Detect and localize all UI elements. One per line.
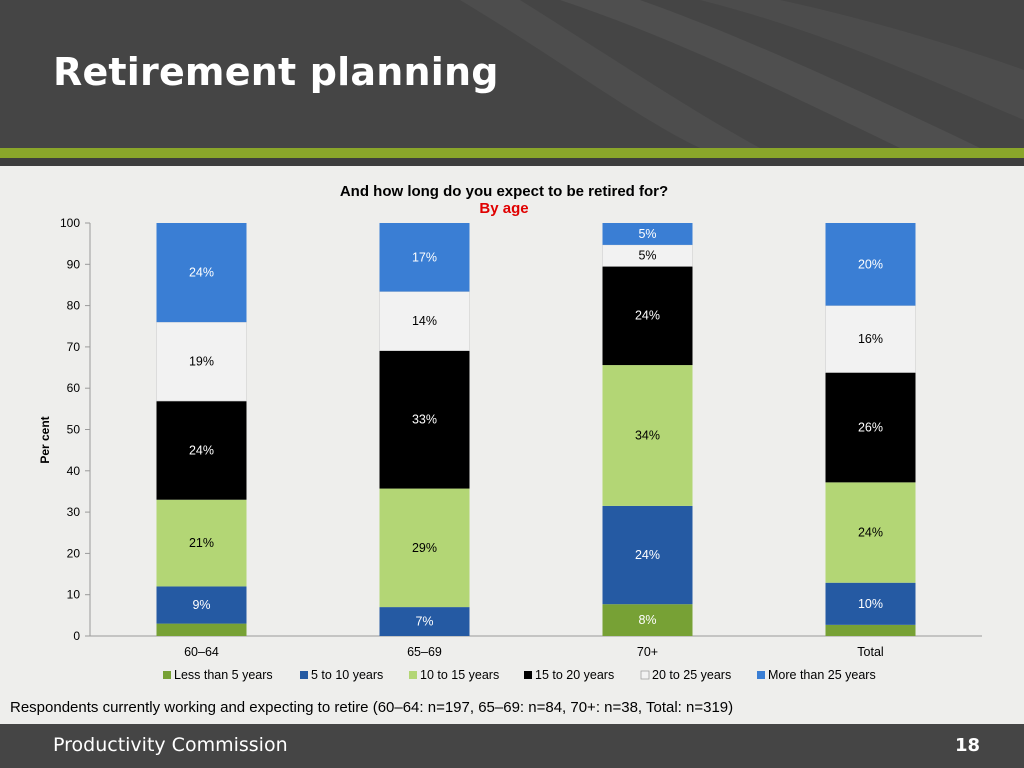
accent-bar [0,148,1024,158]
bar-segment [156,223,247,323]
bar-segment [825,223,916,306]
legend-label: 10 to 15 years [420,668,499,682]
footnote: Respondents currently working and expect… [10,699,734,716]
bar-segment [825,372,916,483]
footer-organization: Productivity Commission [53,734,288,756]
y-tick-label: 20 [67,546,81,560]
legend-label: 5 to 10 years [311,668,383,682]
legend-label: More than 25 years [768,668,876,682]
page-number: 18 [954,735,980,756]
bar-segment [825,305,916,373]
data-label: 7% [415,615,433,629]
data-label: 24% [635,309,660,323]
bar-segment [379,350,470,489]
bar-segment [156,401,247,500]
plot-area: 0 10 20 30 40 50 60 70 80 90 100 9% 21% 24% 19% 24% 60–6… [60,216,982,659]
bar-segment [602,244,693,267]
data-label: 34% [635,428,660,442]
data-label: 5% [638,249,656,263]
bar-segment [825,624,916,636]
y-tick-label: 0 [73,629,80,643]
chart-title: And how long do you expect to be retired… [340,183,668,200]
x-tick-label: 70+ [637,645,658,659]
y-tick-label: 30 [67,505,81,519]
stacked-bar-chart: And how long do you expect to be retired… [38,183,982,682]
data-label: 17% [412,250,437,264]
bar-segment [602,365,693,506]
bar-segment [156,623,247,636]
bar-segment [156,499,247,587]
data-label: 19% [189,355,214,369]
bar-segment [602,266,693,366]
data-label: 8% [638,613,656,627]
legend-swatch [524,671,532,679]
bar-segment [825,482,916,583]
x-tick-label: 65–69 [407,645,442,659]
legend-swatch [640,670,650,680]
slide-footer: Productivity Commission 18 [0,724,1024,768]
y-tick-label: 10 [67,588,81,602]
bar-segment [379,607,470,636]
chart-subtitle: By age [479,200,528,217]
bar-segment [156,586,247,624]
legend-label: 15 to 20 years [535,668,614,682]
data-label: 33% [412,413,437,427]
x-tick-label: Total [857,645,883,659]
data-label: 9% [192,598,210,612]
data-label: 10% [858,597,883,611]
data-label: 14% [412,314,437,328]
x-tick-label: 60–64 [184,645,219,659]
slide-header: Retirement planning [0,0,1024,148]
legend-swatch [757,671,765,679]
y-tick-label: 100 [60,216,80,230]
legend-label: Less than 5 years [174,668,273,682]
data-label: 24% [189,443,214,457]
y-tick-label: 60 [67,381,81,395]
data-label: 24% [189,266,214,280]
data-label: 21% [189,536,214,550]
bar-segment [602,223,693,245]
legend-swatch [409,671,417,679]
y-tick-label: 50 [67,423,81,437]
y-axis-label: Per cent [38,416,52,463]
slide-title: Retirement planning [53,50,499,94]
legend-swatch [300,671,308,679]
data-label: 26% [858,420,883,434]
chart-legend: Less than 5 years 5 to 10 years 10 to 15 y… [163,668,876,682]
data-label: 5% [638,227,656,241]
bar-segment [825,582,916,625]
bar-segment [379,488,470,608]
y-tick-label: 40 [67,464,81,478]
data-label: 20% [858,257,883,271]
divider-line [0,158,1024,166]
data-label: 16% [858,332,883,346]
bar-segment [379,223,470,292]
y-tick-label: 90 [67,257,81,271]
legend-label: 20 to 25 years [652,668,731,682]
bar-segment [602,505,693,605]
data-label: 24% [635,548,660,562]
bar-segment [156,321,247,402]
data-label: 29% [412,541,437,555]
data-label: 24% [858,526,883,540]
legend-swatch [163,671,171,679]
y-tick-label: 80 [67,299,81,313]
header-swoosh-graphic [460,0,1024,148]
bar-segment [602,604,693,636]
y-tick-label: 70 [67,340,81,354]
